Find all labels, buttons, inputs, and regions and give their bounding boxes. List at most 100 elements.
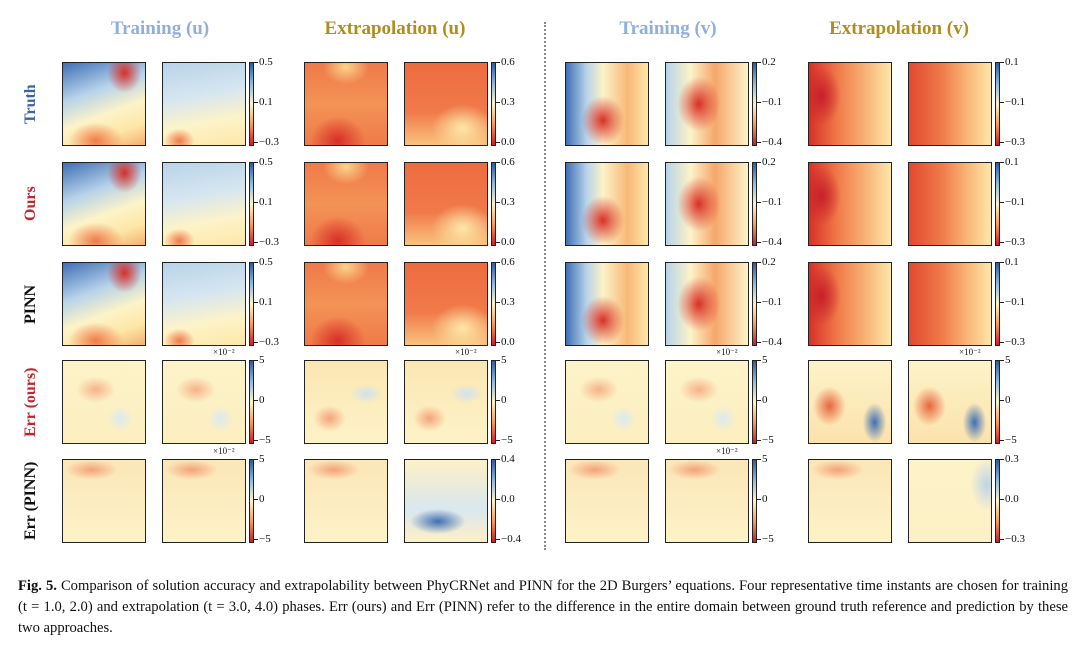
colorbar-tick-label: 5 — [254, 354, 265, 366]
column-header: Extrapolation (v) — [829, 18, 969, 39]
colorbar — [491, 162, 496, 246]
colorbar-multiplier: ×10⁻² — [716, 347, 738, 357]
colorbar — [249, 459, 254, 543]
colorbar-tick-label: 0.3 — [496, 196, 515, 208]
colorbar-tick-label: −0.3 — [1000, 236, 1025, 248]
field-panel — [304, 360, 388, 444]
caption-text: Comparison of solution accuracy and extr… — [18, 578, 1068, 636]
colorbar-tick-label: 0.3 — [1000, 453, 1019, 465]
figure-caption: Fig. 5. Comparison of solution accuracy … — [18, 576, 1068, 639]
colorbar — [249, 162, 254, 246]
field-panel — [304, 62, 388, 146]
colorbar-tick-label: 0.1 — [254, 296, 273, 308]
colorbar — [491, 459, 496, 543]
field-panel — [908, 262, 992, 346]
field-panel — [565, 62, 649, 146]
field-panel — [62, 459, 146, 543]
colorbar-tick-label: 0.5 — [254, 156, 273, 168]
field-panel — [908, 62, 992, 146]
field-panel — [665, 262, 749, 346]
colorbar-tick-label: −5 — [496, 434, 513, 446]
colorbar-tick-label: −0.3 — [254, 236, 279, 248]
colorbar-tick-label: 0 — [757, 394, 768, 406]
colorbar-tick-label: −0.1 — [757, 296, 782, 308]
field-panel — [908, 459, 992, 543]
colorbar-tick-label: 0.0 — [496, 336, 515, 348]
field-panel — [808, 62, 892, 146]
colorbar — [995, 360, 1000, 444]
colorbar-tick-label: 0.1 — [1000, 56, 1019, 68]
colorbar-tick-label: 0 — [496, 394, 507, 406]
colorbar-multiplier: ×10⁻² — [455, 347, 477, 357]
column-header: Extrapolation (u) — [324, 18, 466, 39]
colorbar — [752, 262, 757, 346]
colorbar-tick-label: 0.6 — [496, 156, 515, 168]
row-label: Err (ours) — [22, 367, 39, 437]
field-panel — [404, 459, 488, 543]
colorbar-tick-label: 0.3 — [496, 96, 515, 108]
field-panel — [304, 262, 388, 346]
field-panel — [404, 360, 488, 444]
colorbar-tick-label: −0.1 — [1000, 196, 1025, 208]
colorbar-multiplier: ×10⁻² — [213, 446, 235, 456]
colorbar — [249, 62, 254, 146]
colorbar-tick-label: −0.3 — [254, 336, 279, 348]
field-panel — [808, 162, 892, 246]
colorbar-tick-label: −5 — [757, 434, 774, 446]
field-panel — [665, 162, 749, 246]
colorbar-tick-label: 0.0 — [1000, 493, 1019, 505]
colorbar — [995, 459, 1000, 543]
colorbar-tick-label: −0.1 — [757, 96, 782, 108]
colorbar — [752, 459, 757, 543]
colorbar — [995, 162, 1000, 246]
colorbar — [752, 62, 757, 146]
colorbar-tick-label: 0.3 — [496, 296, 515, 308]
row-label: Truth — [22, 84, 39, 124]
colorbar — [491, 262, 496, 346]
field-panel — [808, 360, 892, 444]
colorbar-tick-label: −0.1 — [1000, 96, 1025, 108]
field-panel — [565, 262, 649, 346]
colorbar-tick-label: 0.2 — [757, 256, 776, 268]
colorbar-tick-label: 0.0 — [496, 236, 515, 248]
colorbar-tick-label: −0.3 — [1000, 336, 1025, 348]
field-panel — [162, 262, 246, 346]
colorbar-tick-label: 5 — [757, 453, 768, 465]
colorbar-tick-label: 5 — [254, 453, 265, 465]
colorbar-multiplier: ×10⁻² — [959, 347, 981, 357]
colorbar-tick-label: −0.4 — [496, 533, 521, 545]
field-panel — [808, 459, 892, 543]
colorbar-tick-label: 0.0 — [496, 136, 515, 148]
field-panel — [304, 162, 388, 246]
field-panel — [62, 162, 146, 246]
row-label: Ours — [22, 186, 39, 222]
field-panel — [908, 162, 992, 246]
colorbar-tick-label: 0.4 — [496, 453, 515, 465]
row-label: PINN — [22, 284, 39, 324]
field-panel — [565, 162, 649, 246]
field-panel — [404, 62, 488, 146]
colorbar-tick-label: −0.3 — [254, 136, 279, 148]
field-panel — [404, 262, 488, 346]
colorbar-tick-label: −0.4 — [757, 236, 782, 248]
colorbar-tick-label: 0.1 — [254, 96, 273, 108]
colorbar-tick-label: −5 — [1000, 434, 1017, 446]
colorbar-tick-label: −5 — [757, 533, 774, 545]
field-panel — [62, 62, 146, 146]
colorbar-tick-label: −0.4 — [757, 136, 782, 148]
colorbar-tick-label: 0.1 — [1000, 156, 1019, 168]
colorbar-tick-label: 0.5 — [254, 256, 273, 268]
colorbar-tick-label: 5 — [496, 354, 507, 366]
colorbar — [491, 360, 496, 444]
field-panel — [162, 62, 246, 146]
colorbar — [491, 62, 496, 146]
colorbar-tick-label: 0.0 — [496, 493, 515, 505]
field-panel — [404, 162, 488, 246]
field-panel — [908, 360, 992, 444]
colorbar — [995, 262, 1000, 346]
colorbar-multiplier: ×10⁻² — [213, 347, 235, 357]
colorbar-tick-label: 5 — [757, 354, 768, 366]
colorbar-multiplier: ×10⁻² — [716, 446, 738, 456]
colorbar-tick-label: 0.5 — [254, 56, 273, 68]
colorbar-tick-label: −5 — [254, 533, 271, 545]
